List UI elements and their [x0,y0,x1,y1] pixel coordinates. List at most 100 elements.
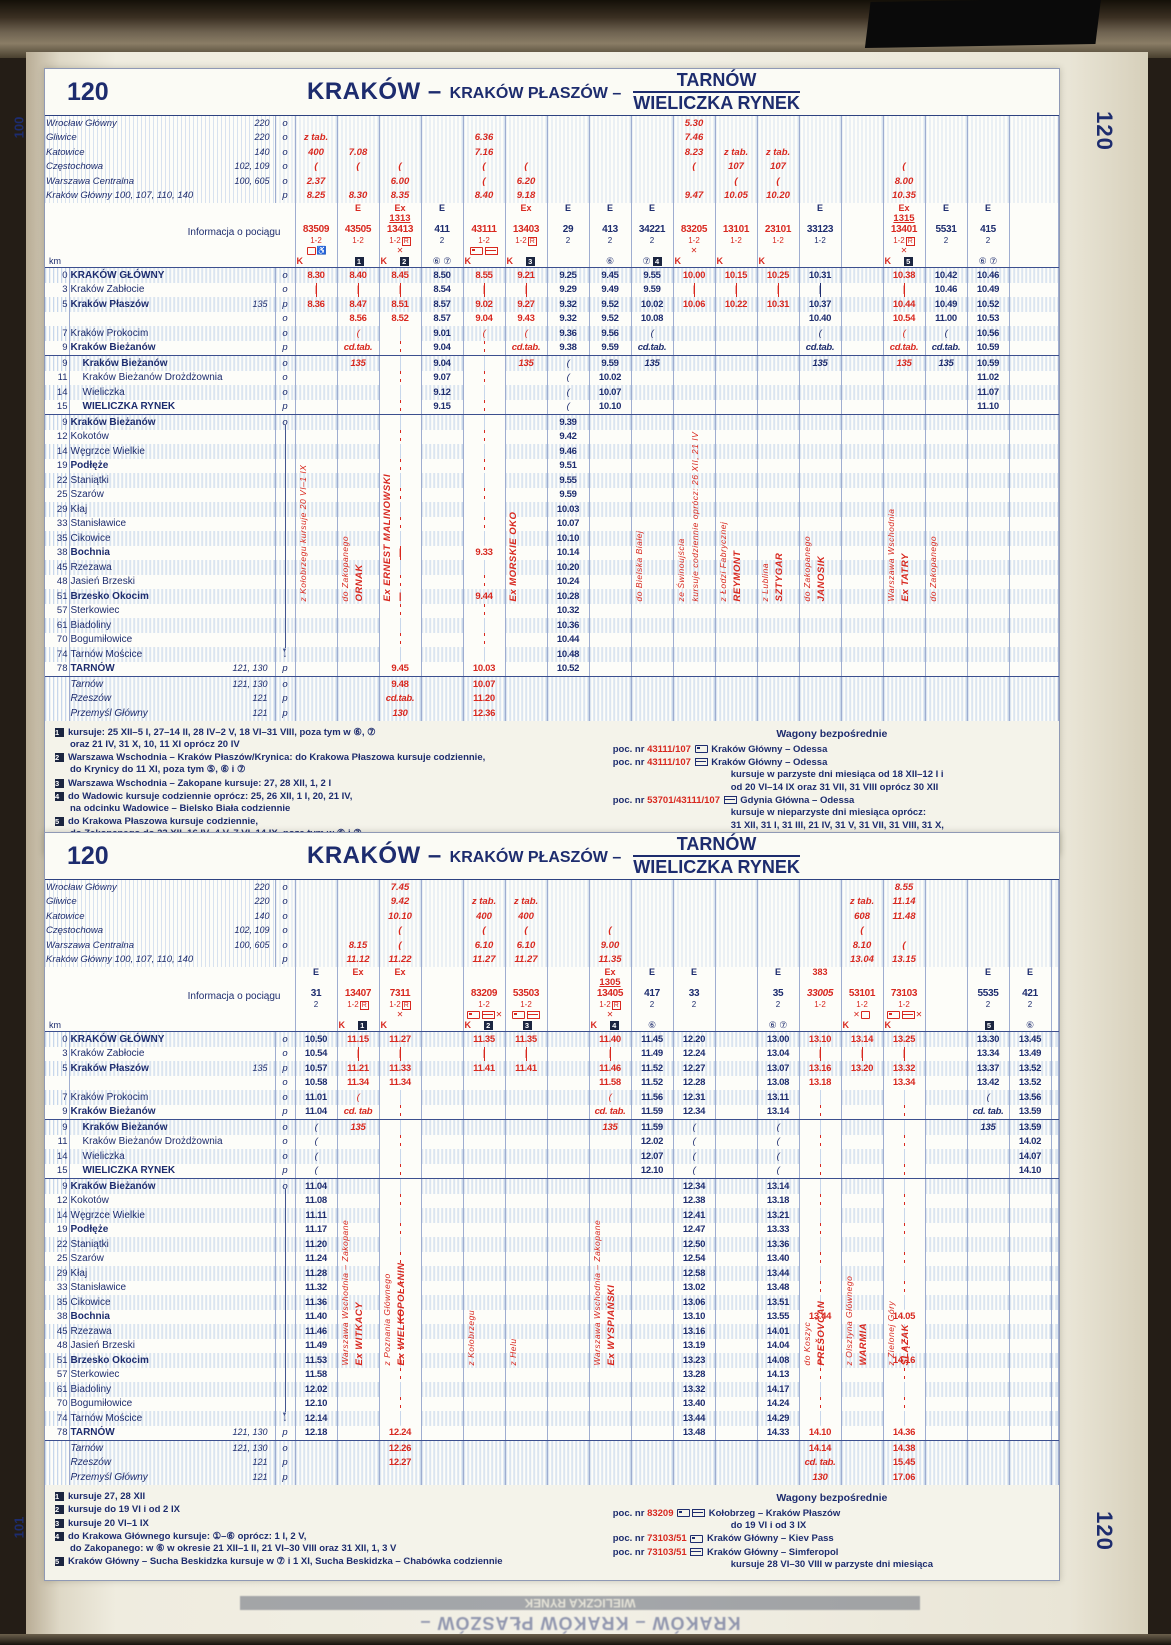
train-marks [297,1020,336,1031]
connection-links: 140 [254,146,270,157]
time-cell [589,545,632,560]
time-cell: cd. tab. [967,1104,1010,1120]
station-name: Tarnów 121, 130 [69,1440,276,1456]
time-cell [505,370,548,385]
time-cell [337,1266,380,1281]
time-cell [589,458,632,473]
time-cell [631,1280,674,1295]
time-cell [925,414,968,430]
train-marks [843,256,882,267]
time-cell [673,355,716,371]
connection-time [925,188,968,203]
time-cell [337,1324,380,1339]
time-cell [589,589,632,604]
connection-row: Gliwice 220 o 9.42 z tab. z tab. z tab. 11.14 [45,894,1059,909]
time-cell [631,632,674,647]
connection-time [925,952,968,967]
time-cell [841,1075,884,1090]
arr-dep-letter: p [274,340,296,356]
time-cell: 10.56 [967,326,1010,341]
train-number-extra [339,977,378,988]
train-class: 1-2 R [893,236,915,246]
station-row: 29 Kłaj 11.28 12.58 13.44 [45,1266,1059,1281]
train-marks [675,1020,714,1031]
train-number: 33 [688,988,700,999]
time-cell: 13.32 [883,1061,926,1076]
connection-time [631,145,674,160]
connection-time [547,894,590,909]
connection-time [967,952,1010,967]
station-row: Tarnów 121, 130 o 12.26 14.14 14.38 [45,1440,1059,1456]
time-cell [337,1396,380,1411]
time-cell: 11.35 [505,1031,548,1047]
station-row: 35 Cikowice 11.36 13.06 13.51 [45,1295,1059,1310]
time-cell [589,632,632,647]
time-cell [841,1425,884,1441]
time-cell: 13.11 [757,1090,800,1105]
time-cell [841,1353,884,1368]
train-info-label: Informacja o pociągu [187,991,281,1002]
time-cell [799,1251,842,1266]
time-cell [925,487,968,502]
time-cell [967,1440,1010,1456]
connection-time: 9.47 [673,188,716,203]
connection-station: Katowice 140 [45,909,276,924]
time-cell [379,1266,422,1281]
time-cell: 9.36 [547,326,590,341]
time-cell [505,1222,548,1237]
time-cell [295,444,338,459]
train-class: 1-2 [352,236,364,245]
time-cell [925,1324,968,1339]
time-cell [547,1309,590,1324]
train-icons [507,1010,546,1020]
time-cell [505,399,548,415]
time-cell: 11.10 [967,399,1010,415]
time-cell: | [379,545,422,560]
train-info-label: Informacja o pociągu [187,227,281,238]
train-number-extra [717,213,756,224]
time-cell [547,1411,590,1426]
time-cell [883,370,926,385]
train-column-header: Ex 7311 1-2 R ✕ K [379,967,422,1032]
station-row: 74 Tarnów Mościce ↓ 10.48 [45,647,1059,662]
time-cell [967,429,1010,444]
time-cell [883,1193,926,1208]
time-cell [925,1222,968,1237]
time-cell: 10.58 [295,1075,338,1090]
time-cell [757,326,800,341]
time-cell [379,414,422,430]
time-cell [1009,1440,1052,1456]
time-cell [883,1367,926,1382]
connection-time [925,894,968,909]
time-cell [883,458,926,473]
station-name: Kokotów [69,1193,276,1208]
time-cell [883,1163,926,1179]
connection-time [799,116,842,131]
time-cell [841,1280,884,1295]
station-row: 11 Kraków Bieżanów Drożdżownia o 9.07(10.02… [45,370,1059,385]
station-name: Biadoliny [69,618,276,633]
connection-time [1009,909,1052,924]
time-cell: 8.56 [337,311,380,326]
time-cell: 14.17 [757,1382,800,1397]
connection-time: ( [841,923,884,938]
time-cell [673,589,716,604]
train-route-vertical: z Helu [508,1338,518,1366]
connection-time [799,188,842,203]
train-name-vertical: ŚLĄZAK [900,1323,911,1366]
connection-time: ( [463,159,506,174]
time-cell: 10.08 [631,311,674,326]
time-cell: ( [337,326,380,341]
connection-time [673,880,716,895]
time-cell [967,1338,1010,1353]
train-category: Ex [394,203,406,213]
km-value: 29 [45,1266,70,1281]
km-value: 9 [45,1178,70,1194]
time-cell [799,691,842,706]
time-cell [799,399,842,415]
time-cell [883,1411,926,1426]
connection-time [799,923,842,938]
connection-time: z tab. [841,894,884,909]
time-cell: 10.44 [883,297,926,312]
connection-time [757,116,800,131]
